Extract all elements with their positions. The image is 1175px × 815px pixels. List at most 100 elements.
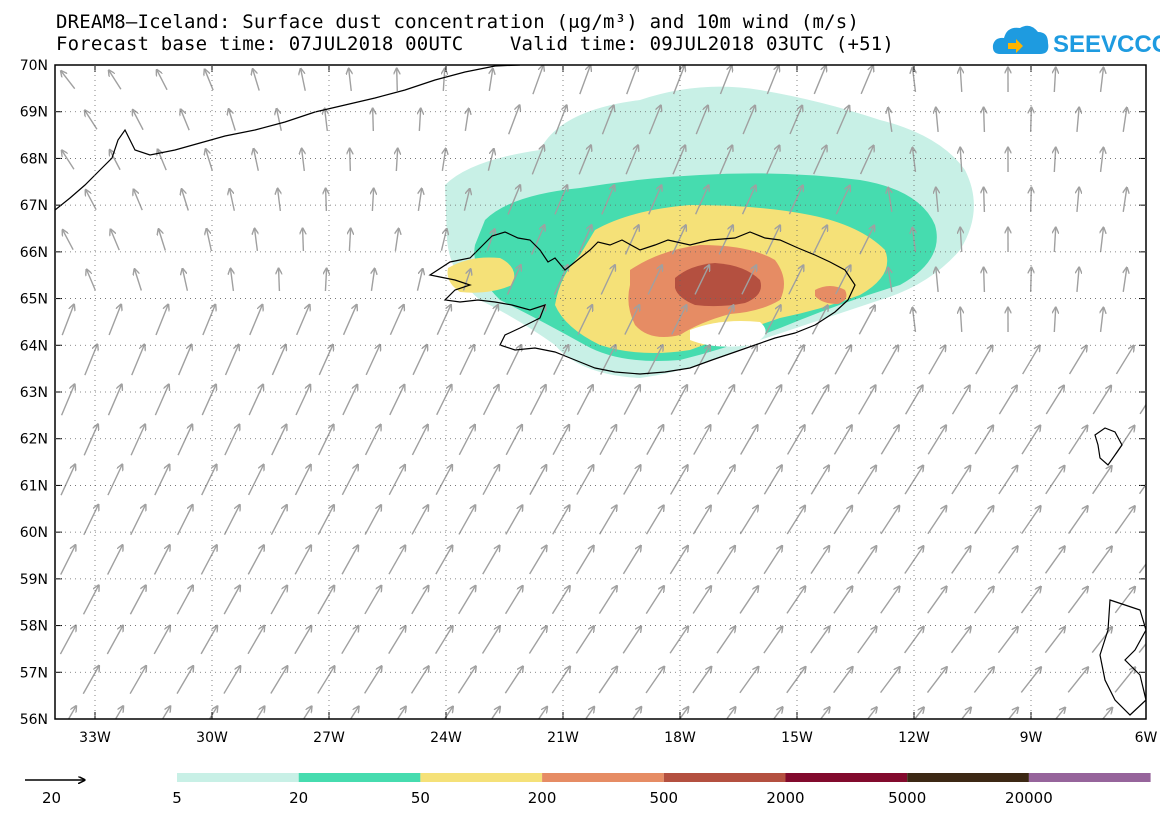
wind-arrow <box>529 546 547 575</box>
wind-arrow <box>106 545 123 575</box>
wind-arrow <box>936 268 938 293</box>
colorbar-label: 20 <box>289 789 308 807</box>
wind-arrow <box>177 425 192 456</box>
lon-label: 33W <box>79 730 111 746</box>
wind-arrow <box>813 66 825 95</box>
wind-arrow <box>812 226 827 255</box>
colorbar-label: 200 <box>528 789 557 807</box>
longitude-labels: 33W 30W 27W 24W 21W 18W 15W 12W 9W 6W <box>79 730 1157 746</box>
wind-arrow <box>694 266 709 295</box>
wind-arrow <box>789 106 802 135</box>
wind-arrow <box>835 266 851 295</box>
colorbar-segment <box>907 773 1029 782</box>
graticule <box>55 64 1147 720</box>
wind-reference-label: 20 <box>42 789 61 807</box>
wind-arrow <box>584 707 594 719</box>
wind-arrow <box>575 546 594 575</box>
wind-arrow <box>130 505 146 536</box>
wind-arrow <box>695 186 709 215</box>
wind-arrow <box>60 465 75 496</box>
wind-arrow <box>859 146 874 175</box>
wind-arrow <box>1054 308 1055 333</box>
wind-arrow <box>202 305 215 336</box>
wind-arrow <box>1147 148 1151 172</box>
wind-arrow <box>646 425 663 455</box>
wind-arrow <box>1163 346 1175 374</box>
wind-arrow <box>669 627 688 654</box>
wind-arrow <box>788 186 802 215</box>
wind-arrow <box>318 345 332 376</box>
wind-arrow <box>231 269 234 291</box>
title-line-2: Forecast base time: 07JUL2018 00UTC Vali… <box>56 33 895 55</box>
wind-arrow <box>229 109 236 131</box>
wind-arrow <box>176 666 193 694</box>
wind-arrow <box>325 109 328 132</box>
wind-arrow <box>951 386 969 415</box>
wind-arrow <box>552 425 569 456</box>
wind-arrow <box>270 666 287 694</box>
wind-arrow <box>1044 627 1064 654</box>
wind-arrow <box>1162 507 1175 534</box>
wind-arrow <box>766 146 779 175</box>
wind-arrow <box>1123 188 1127 212</box>
wind-arrow <box>271 425 286 456</box>
wind-arrow <box>725 707 735 719</box>
wind-arrow <box>672 66 685 95</box>
wind-arrow <box>131 345 145 376</box>
wind-arrow <box>83 425 98 456</box>
wind-arrow <box>833 667 853 694</box>
wind-arrow <box>974 506 993 535</box>
colorbar-label: 5000 <box>888 789 926 807</box>
wind-arrow <box>61 305 74 336</box>
wind-arrow <box>176 586 192 615</box>
wind-arrow <box>913 708 923 719</box>
wind-arrow <box>528 627 546 654</box>
wind-arrow <box>880 506 899 535</box>
faroe-islands-coastline <box>1094 427 1123 466</box>
wind-arrow <box>718 306 734 335</box>
wind-arrow <box>836 106 849 135</box>
wind-arrow <box>1170 108 1175 131</box>
wind-arrow <box>364 586 381 615</box>
latitude-labels: 70N 69N 68N 67N 66N 65N 64N 63N 62N 61N 60N 59N 58N 5… <box>20 58 48 728</box>
wind-arrow <box>248 385 263 416</box>
wind-arrow <box>960 708 970 719</box>
wind-arrow <box>577 305 592 335</box>
wind-arrow <box>741 186 756 215</box>
wind-arrow <box>1077 188 1079 213</box>
wind-arrow <box>208 707 217 719</box>
wind-arrow <box>270 505 286 535</box>
wind-arrow <box>341 626 358 655</box>
wind-arrow <box>601 106 613 135</box>
wind-arrow <box>1045 386 1063 415</box>
wind-arrow <box>575 627 593 654</box>
wind-arrow <box>154 465 169 496</box>
wind-arrow <box>224 345 239 376</box>
lat-label: 68N <box>20 151 48 167</box>
colorbar-segment <box>177 773 299 782</box>
wind-arrow <box>505 506 522 535</box>
wind-arrow <box>625 146 638 175</box>
wind-arrow <box>866 708 877 719</box>
wind-arrow <box>396 707 405 719</box>
wind-arrow <box>59 626 75 655</box>
wind-arrow <box>397 69 398 92</box>
wind-arrow <box>278 189 281 212</box>
colorbar-label: 5 <box>172 789 182 807</box>
wind-arrow <box>294 626 311 655</box>
wind-arrow <box>554 106 567 135</box>
wind-arrow <box>255 707 264 719</box>
colorbar-segment <box>542 773 664 782</box>
wind-arrow <box>483 305 498 335</box>
wind-arrow <box>879 667 900 694</box>
wind-arrow <box>435 546 452 575</box>
wind-arrow <box>1114 668 1135 693</box>
wind-arrow <box>997 627 1017 654</box>
wind-arrow <box>858 306 874 335</box>
wind-arrow <box>435 465 452 496</box>
wind-arrow <box>716 627 735 654</box>
lat-label: 70N <box>20 58 48 74</box>
lat-label: 64N <box>20 338 48 354</box>
wind-arrow <box>443 69 444 92</box>
wind-arrow <box>833 587 852 614</box>
